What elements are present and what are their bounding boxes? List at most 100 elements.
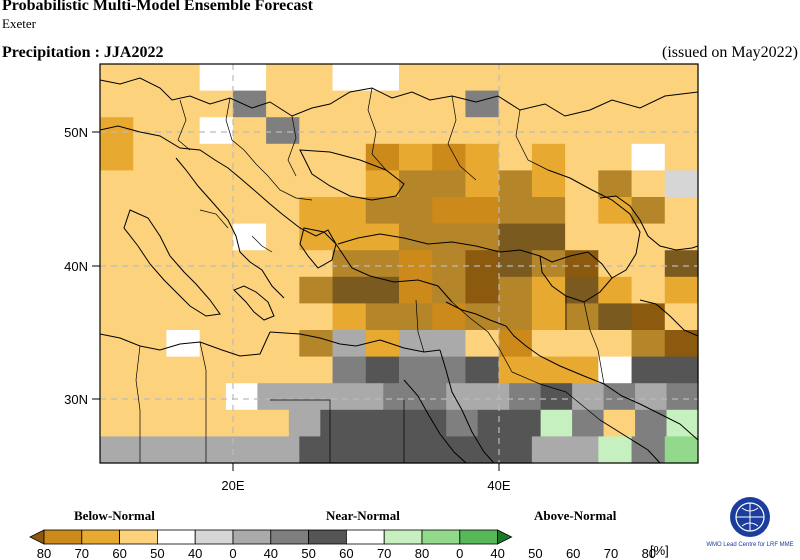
grid-cell [565, 330, 599, 358]
grid-cell [399, 143, 433, 171]
variable-label: Precipitation : JJA2022 [2, 44, 164, 61]
probability-grid [100, 64, 699, 464]
grid-cell [531, 356, 566, 384]
grid-cell [232, 330, 267, 358]
grid-cell [365, 143, 400, 171]
grid-cell [664, 143, 699, 171]
grid-cell [266, 223, 300, 251]
grid-cell [414, 383, 447, 411]
legend-color-box [459, 529, 498, 545]
grid-cell [399, 436, 433, 464]
grid-cell [666, 409, 699, 437]
grid-cell [498, 330, 533, 358]
grid-cell [100, 409, 133, 437]
grid-cell [162, 383, 196, 411]
grid-cell [565, 276, 599, 304]
grid-cell [133, 330, 168, 358]
grid-cell [133, 90, 168, 118]
grid-cell [498, 117, 533, 145]
lat-label-50n: 50N [64, 125, 88, 140]
legend-color-box [119, 529, 158, 545]
legend-tick-label: 70 [377, 546, 391, 560]
grid-cell [498, 436, 533, 464]
grid-cell [100, 64, 134, 92]
grid-cell [166, 436, 201, 464]
grid-cell [598, 117, 633, 145]
grid-cell [100, 303, 134, 331]
grid-cell [266, 117, 300, 145]
grid-cell [332, 90, 367, 118]
grid-cell [531, 64, 566, 92]
grid-cell [166, 90, 201, 118]
grid-cell [199, 64, 234, 92]
grid-cell [531, 250, 566, 278]
grid-cell [199, 436, 234, 464]
grid-cell [365, 64, 400, 92]
grid-cell [232, 356, 267, 384]
grid-cell [598, 143, 633, 171]
grid-cell [133, 117, 168, 145]
grid-cell [598, 356, 633, 384]
grid-cell [664, 250, 699, 278]
grid-cell [100, 90, 134, 118]
grid-cell [133, 170, 168, 198]
grid-cell [100, 276, 134, 304]
grid-cell [664, 170, 699, 198]
grid-cell [299, 250, 334, 278]
grid-cell [365, 90, 400, 118]
grid-cell [166, 170, 201, 198]
grid-cell [465, 143, 500, 171]
grid-cell [465, 90, 500, 118]
grid-cell [631, 143, 666, 171]
legend-category-above: Above-Normal [534, 508, 617, 523]
grid-cell [465, 170, 500, 198]
legend-tick-label: 40 [188, 546, 202, 560]
grid-cell [166, 197, 201, 225]
grid-cell [232, 303, 267, 331]
grid-cell [531, 143, 566, 171]
grid-cell [257, 409, 290, 437]
legend-color-box [81, 529, 121, 545]
grid-cell [299, 143, 334, 171]
grid-cell [465, 356, 500, 384]
grid-cell [432, 356, 467, 384]
grid-cell [266, 276, 300, 304]
legend-tick-label: 80 [37, 546, 51, 560]
grid-cell [531, 436, 566, 464]
grid-cell [365, 330, 400, 358]
grid-cell [100, 197, 134, 225]
grid-cell [565, 436, 599, 464]
grid-cell [166, 64, 201, 92]
grid-cell [635, 409, 668, 437]
grid-cell [266, 143, 300, 171]
grid-cell [100, 356, 134, 384]
grid-cell [631, 170, 666, 198]
grid-cell [631, 330, 666, 358]
grid-cell [232, 436, 267, 464]
grid-cell [399, 303, 433, 331]
grid-cell [531, 223, 566, 251]
grid-cell [100, 330, 134, 358]
grid-cell [232, 223, 267, 251]
grid-cell [199, 276, 234, 304]
grid-cell [631, 303, 666, 331]
grid-cell [477, 409, 510, 437]
grid-cell [266, 90, 300, 118]
grid-cell [598, 330, 633, 358]
grid-cell [166, 117, 201, 145]
grid-cell [399, 356, 433, 384]
grid-cell [332, 436, 367, 464]
grid-cell [332, 170, 367, 198]
grid-cell [465, 223, 500, 251]
grid-cell [365, 276, 400, 304]
grid-cell [332, 303, 367, 331]
grid-cell [631, 356, 666, 384]
grid-cell [531, 197, 566, 225]
grid-cell [399, 223, 433, 251]
legend-tick-label: 70 [75, 546, 89, 560]
legend-category-near: Near-Normal [326, 508, 400, 523]
gridlines [100, 64, 698, 463]
legend-tick-label: 70 [604, 546, 618, 560]
grid-cell [225, 383, 258, 411]
grid-cell [133, 223, 168, 251]
